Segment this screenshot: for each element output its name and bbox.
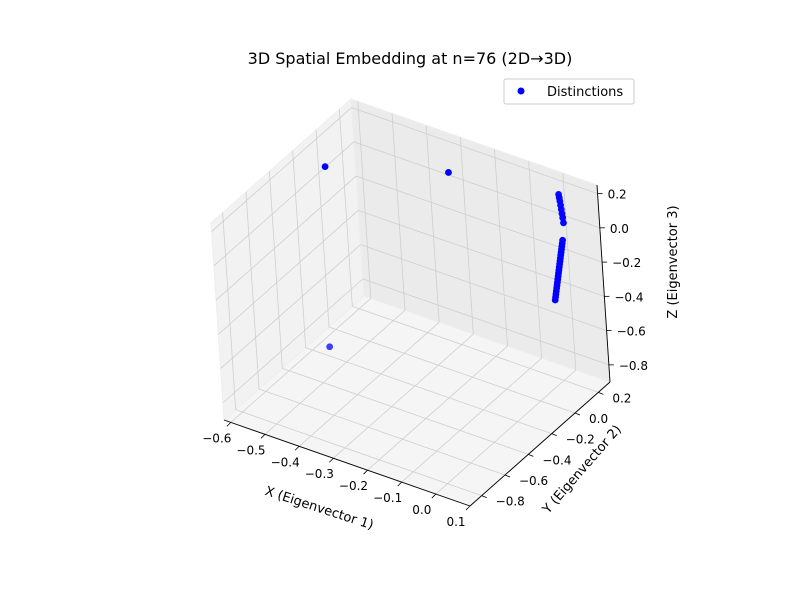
x-tick-label: −0.1 <box>373 491 402 505</box>
x-tick-label: −0.5 <box>236 443 265 457</box>
grid-y-floor <box>235 409 482 497</box>
grid-z-left <box>220 244 361 369</box>
y-tick-label: 0.2 <box>612 391 631 405</box>
legend: Distinctions <box>503 78 635 105</box>
z-axis-label: Z (Eigenvector 3) <box>666 205 681 318</box>
x-tick-label: −0.2 <box>339 479 368 493</box>
axes-panes <box>210 97 611 507</box>
grid-x-back <box>494 149 508 347</box>
data-point <box>551 296 559 304</box>
z-tick-label: 0.0 <box>610 222 629 236</box>
x-tick-mark <box>397 481 402 487</box>
legend-box <box>503 78 635 105</box>
grid-z-left <box>213 141 355 267</box>
tick-labels: −0.6 −0.5 −0.4 −0.3 −0.2 −0.1 0.0 0.1 −0.8 −0.6 −0… <box>202 188 648 529</box>
y-tick-label: −0.2 <box>566 433 595 447</box>
grid-y-left <box>245 191 260 390</box>
x-tick-mark <box>329 457 334 463</box>
grid-y-left <box>315 129 330 328</box>
y-tick-mark <box>481 495 487 499</box>
y-tick-label: −0.6 <box>519 474 548 488</box>
data-point <box>326 343 334 351</box>
grid-z-back <box>351 107 598 194</box>
grid-z-back <box>360 244 607 331</box>
z-tick-label: −0.8 <box>619 359 648 373</box>
grid-x-back <box>528 161 543 359</box>
z-tick-label: −0.4 <box>614 290 643 304</box>
grid-x-back <box>562 173 577 371</box>
data-points <box>321 163 567 351</box>
grid-x-floor <box>367 345 508 471</box>
grid-y-floor <box>258 388 506 476</box>
legend-marker <box>517 87 525 95</box>
x-tick-mark <box>294 445 300 451</box>
chart-title: 3D Spatial Embedding at n=76 (2D→3D) <box>248 49 573 68</box>
y-tick-label: −0.8 <box>496 495 525 509</box>
grid-y-floor <box>282 367 529 455</box>
grid-x-back <box>425 125 440 323</box>
y-tick-mark <box>574 412 581 416</box>
x-tick-label: −0.4 <box>271 455 300 469</box>
data-point <box>445 169 452 176</box>
grid-x-floor <box>435 369 577 495</box>
legend-label: Distinctions <box>547 85 623 100</box>
grid-x-floor <box>298 321 440 447</box>
x-tick-label: −0.3 <box>305 467 334 481</box>
y-tick-mark <box>598 391 604 395</box>
grid-y-left <box>338 109 353 307</box>
y-tick-mark <box>528 453 534 457</box>
grid-z-left <box>218 210 359 335</box>
x-tick-label: −0.6 <box>202 431 231 445</box>
grid-y-left <box>292 150 307 348</box>
grid-x-floor <box>264 310 406 435</box>
grid-y-left <box>222 212 237 410</box>
y-tick-label: 0.0 <box>589 412 608 426</box>
x-tick-label: 0.0 <box>412 503 431 517</box>
data-point <box>321 163 329 171</box>
grid-y-floor <box>328 326 576 414</box>
grid-x-floor <box>333 333 474 459</box>
grid-x-floor <box>230 298 372 423</box>
y-tick-mark <box>504 474 511 478</box>
y-axis-line <box>469 381 611 507</box>
grid-y-floor <box>352 305 599 393</box>
z-tick-label: −0.2 <box>612 256 641 270</box>
grid-x-back <box>357 101 372 299</box>
x-tick-mark <box>226 422 232 427</box>
x-tick-mark <box>465 505 471 511</box>
grid-z-left <box>211 107 352 232</box>
grid-y-floor <box>305 347 552 435</box>
z-tick-label: −0.6 <box>617 325 646 339</box>
grid-z-left <box>222 278 364 404</box>
grid-z-back <box>362 278 610 366</box>
x-tick-mark <box>431 493 437 499</box>
grid-x-floor <box>401 357 542 483</box>
grid-y-left <box>268 171 283 369</box>
data-point <box>559 214 567 222</box>
grid-x-back <box>391 113 406 311</box>
y-tick-label: −0.4 <box>542 453 571 467</box>
x-tick-label: 0.1 <box>446 515 465 529</box>
y-tick-mark <box>551 433 557 437</box>
grid-x-back <box>459 137 474 335</box>
grid-z-back <box>358 209 605 297</box>
x-tick-mark <box>363 469 368 475</box>
grid-z-left <box>215 175 357 301</box>
x-tick-mark <box>260 434 266 439</box>
z-axis-line <box>596 184 611 383</box>
data-point <box>560 219 567 227</box>
z-tick-label: 0.2 <box>608 188 627 202</box>
